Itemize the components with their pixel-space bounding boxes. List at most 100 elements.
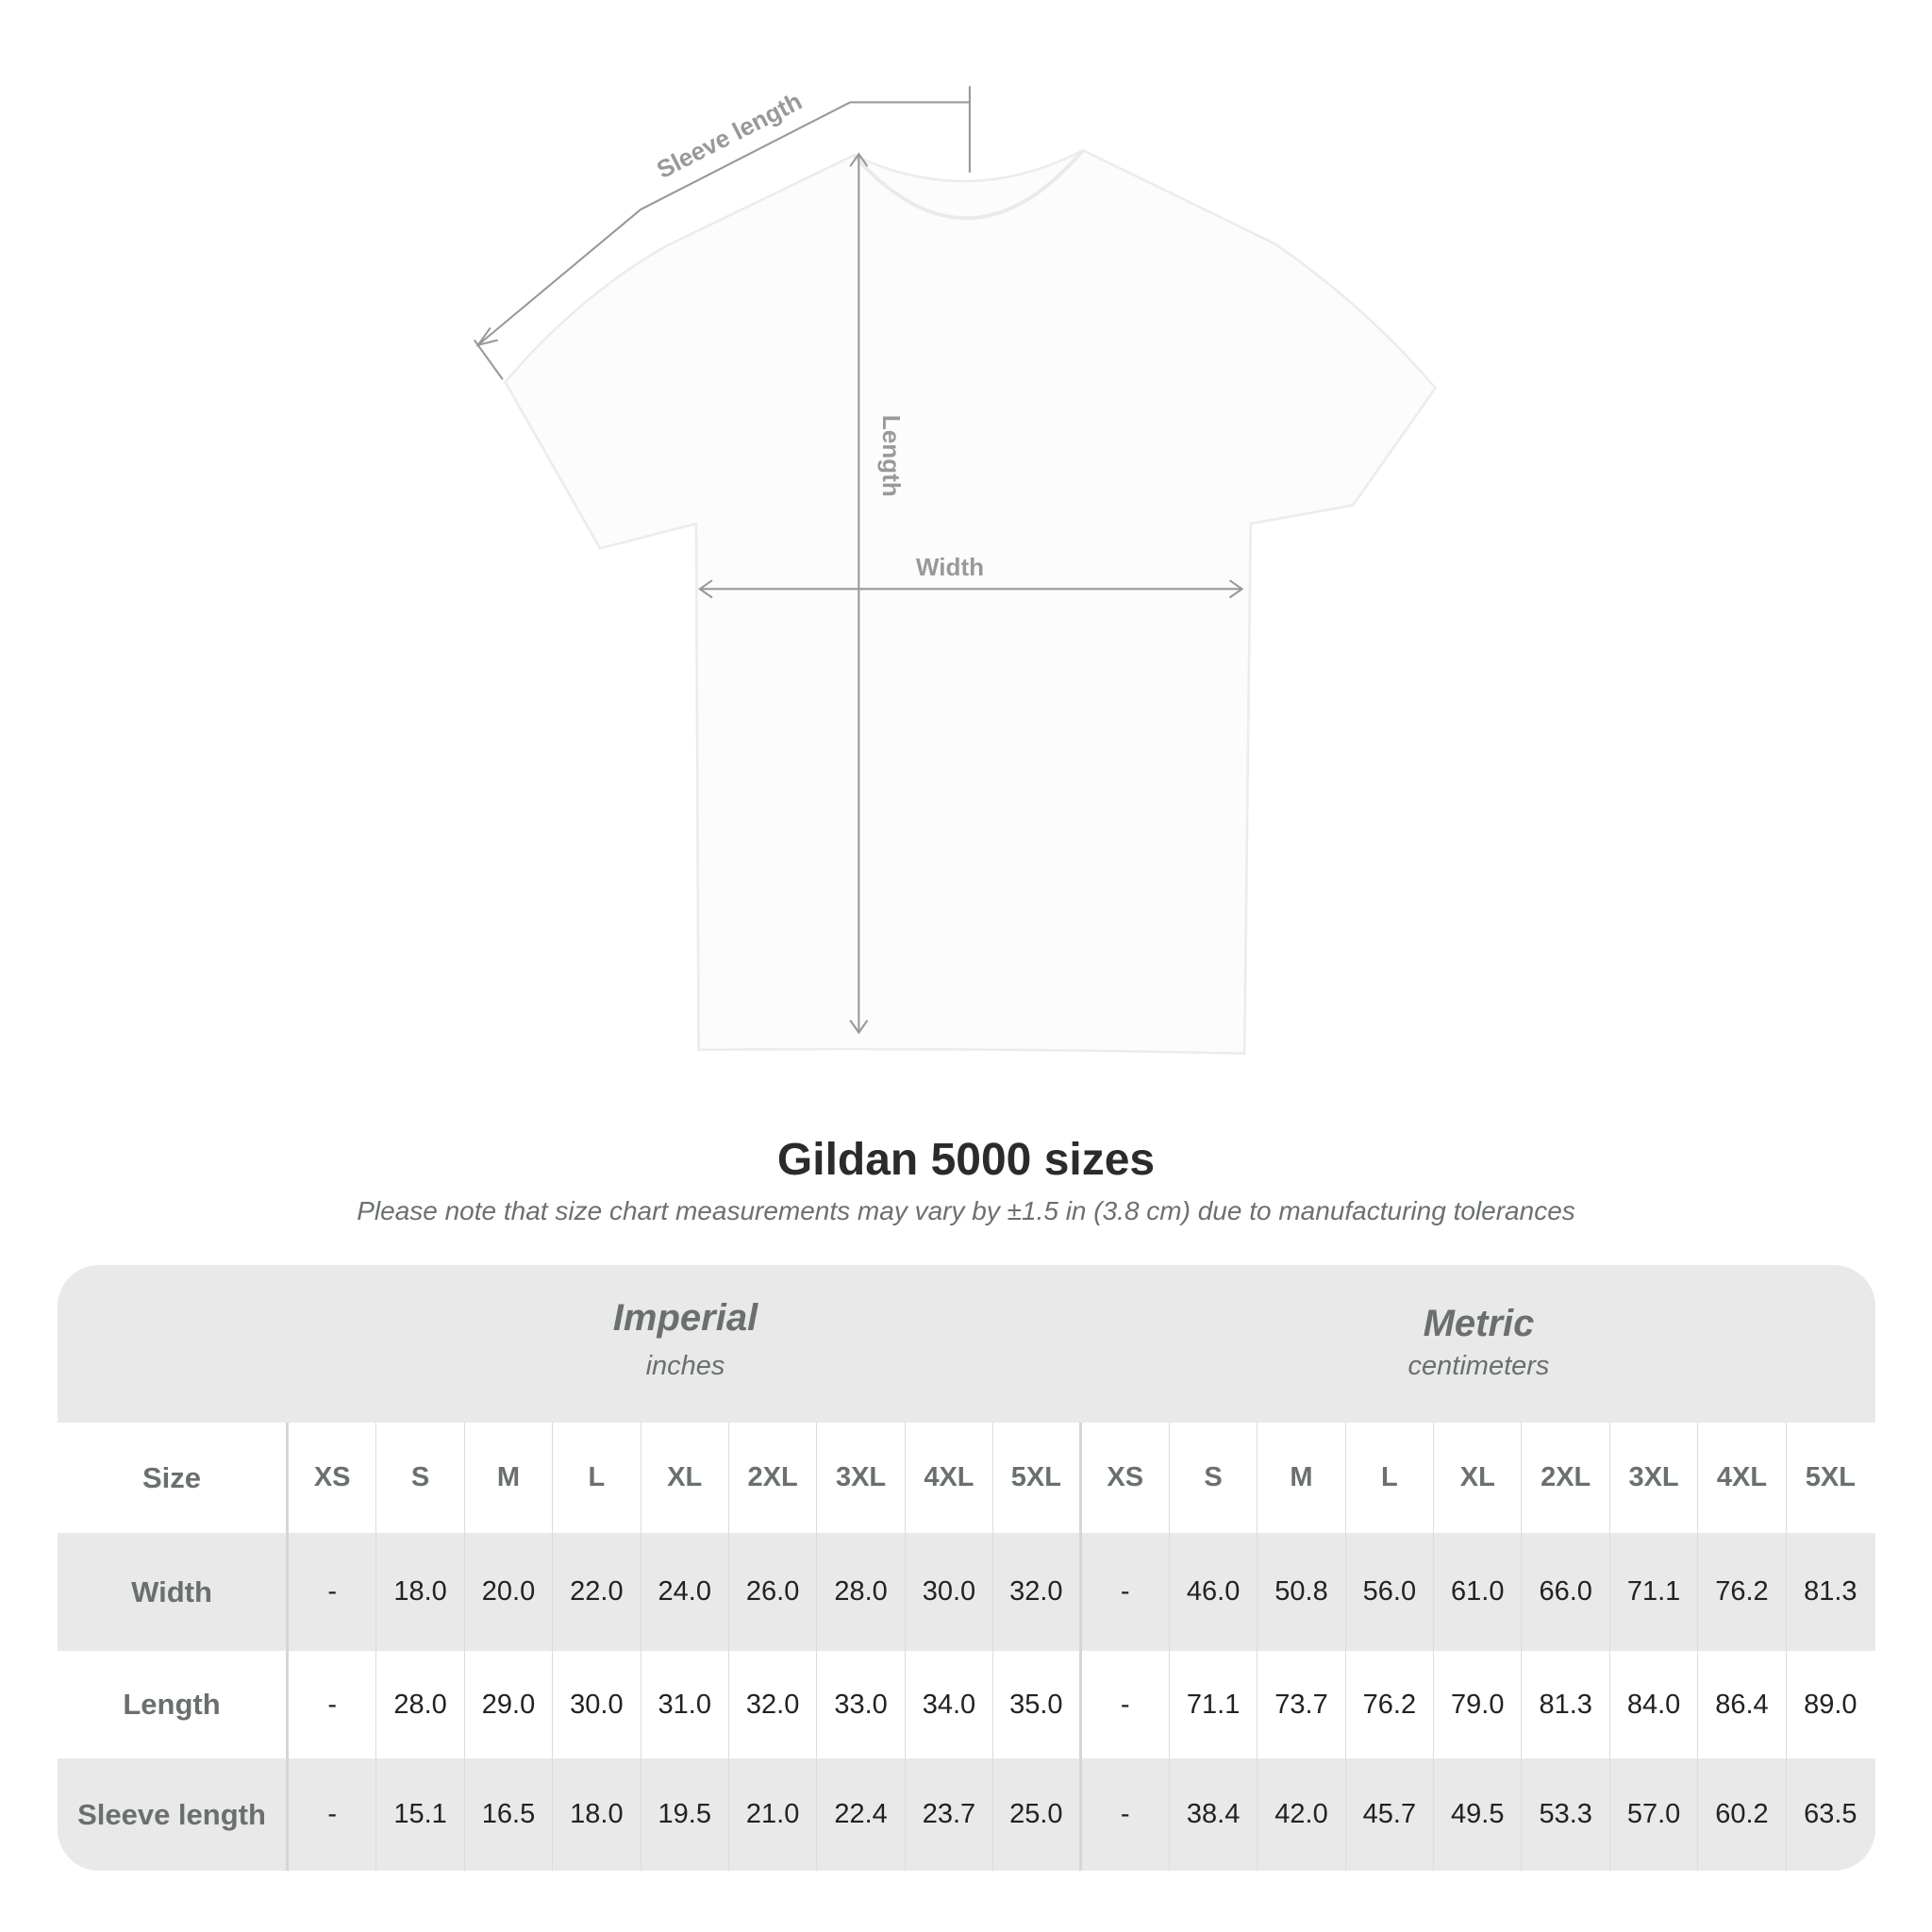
value-cell: 53.3: [1522, 1758, 1610, 1871]
value-cell: 24.0: [641, 1533, 729, 1651]
value-cell: 79.0: [1434, 1651, 1523, 1758]
value-cell: 30.0: [906, 1533, 994, 1651]
row-label: Sleeve length: [58, 1758, 289, 1871]
sleeve-length-arrow: [477, 101, 970, 346]
value-cell: 71.1: [1170, 1651, 1258, 1758]
size-header-cell: 5XL: [1805, 1462, 1856, 1492]
size-header-cell: 4XL: [1698, 1423, 1787, 1533]
value-cell: -: [1082, 1533, 1170, 1651]
size-table: Imperial inches Metric centimeters Size X…: [58, 1265, 1875, 1871]
length-arrowhead-top: [849, 152, 869, 167]
row-label: Length: [58, 1651, 289, 1758]
width-arrowhead-left: [698, 579, 713, 599]
value-cell: 81.3: [1804, 1576, 1857, 1607]
table-row: Length -28.0 29.0 30.0 31.0 32.0 33.0 34.0 35.0-…: [58, 1651, 1875, 1758]
value-cell: 28.0: [376, 1651, 465, 1758]
value-cell: 21.0: [729, 1758, 818, 1871]
value-cell: 28.0: [817, 1533, 906, 1651]
value-cell: 49.5: [1434, 1758, 1523, 1871]
value-cell: -: [1082, 1758, 1170, 1871]
length-label: Length: [877, 415, 906, 497]
value-cell: 46.0: [1170, 1533, 1258, 1651]
length-arrowhead-bottom: [849, 1019, 869, 1035]
row-label: Width: [58, 1533, 289, 1651]
size-header-cell: XS: [1082, 1423, 1170, 1533]
page-title: Gildan 5000 sizes: [776, 1135, 1156, 1185]
table-row: Sleeve length -15.1 16.5 18.0 19.5 21.0 22.4 23…: [58, 1758, 1875, 1871]
value-cell: 31.0: [641, 1651, 729, 1758]
size-header-cell: 3XL: [1610, 1423, 1699, 1533]
sleeve-length-label: Sleeve length: [652, 87, 807, 184]
value-cell: 32.0: [993, 1533, 1082, 1651]
sleeve-start-tick: [474, 339, 504, 380]
value-cell: 86.4: [1698, 1651, 1787, 1758]
value-cell: 73.7: [1257, 1651, 1346, 1758]
width-label: Width: [916, 553, 984, 581]
imperial-label: Imperial: [612, 1297, 758, 1339]
value-cell: 81.3: [1522, 1651, 1610, 1758]
value-cell: 57.0: [1610, 1758, 1699, 1871]
tolerance-note: Please note that size chart measurements…: [357, 1196, 1575, 1225]
value-cell: 76.2: [1698, 1533, 1787, 1651]
size-header-cell: 3XL: [817, 1423, 906, 1533]
value-cell: 23.7: [906, 1758, 994, 1871]
value-cell: 56.0: [1346, 1533, 1435, 1651]
value-cell: 18.0: [553, 1758, 641, 1871]
tshirt-shape: [503, 148, 1438, 1056]
imperial-header: Imperial inches: [289, 1265, 1082, 1423]
size-header-cell: M: [465, 1423, 554, 1533]
value-cell: 33.0: [817, 1651, 906, 1758]
row-label: Size: [58, 1423, 289, 1533]
value-cell: 26.0: [729, 1533, 818, 1651]
value-cell: 20.0: [465, 1533, 554, 1651]
value-cell: 15.1: [376, 1758, 465, 1871]
sleeve-arrowhead: [475, 326, 498, 347]
value-cell: -: [289, 1533, 377, 1651]
value-cell: -: [289, 1758, 377, 1871]
size-header-cell: 5XL: [993, 1423, 1082, 1533]
value-cell: 45.7: [1346, 1758, 1435, 1871]
width-arrowhead-right: [1228, 579, 1244, 599]
value-cell: 63.5: [1804, 1799, 1857, 1829]
value-cell: 30.0: [553, 1651, 641, 1758]
value-cell: 66.0: [1522, 1533, 1610, 1651]
value-cell: 22.4: [817, 1758, 906, 1871]
value-cell: 60.2: [1698, 1758, 1787, 1871]
neckline: [852, 149, 1085, 221]
value-cell: 18.0: [376, 1533, 465, 1651]
imperial-unit: inches: [645, 1351, 725, 1381]
size-header-cell: M: [1257, 1423, 1346, 1533]
value-cell: -: [1082, 1651, 1170, 1758]
size-header-cell: L: [1346, 1423, 1435, 1533]
value-cell: 89.0: [1804, 1689, 1857, 1720]
size-header-cell: XL: [641, 1423, 729, 1533]
value-cell: 84.0: [1610, 1651, 1699, 1758]
value-cell: 34.0: [906, 1651, 994, 1758]
value-cell: 71.1: [1610, 1533, 1699, 1651]
value-cell: 19.5: [641, 1758, 729, 1871]
size-header-row: Size XS S M L XL 2XL 3XL 4XL 5XL XS S M L XL 2XL 3XL 4XL 5…: [58, 1423, 1875, 1533]
metric-label: Metric: [1423, 1303, 1535, 1344]
size-header-cell: S: [376, 1423, 465, 1533]
value-cell: 35.0: [993, 1651, 1082, 1758]
size-header-cell: XS: [289, 1423, 377, 1533]
value-cell: 29.0: [465, 1651, 554, 1758]
value-cell: 38.4: [1170, 1758, 1258, 1871]
value-cell: 76.2: [1346, 1651, 1435, 1758]
value-cell: 42.0: [1257, 1758, 1346, 1871]
value-cell: 22.0: [553, 1533, 641, 1651]
size-header-cell: 2XL: [1522, 1423, 1610, 1533]
table-row: Width -18.0 20.0 22.0 24.0 26.0 28.0 30.0 32.0-4…: [58, 1533, 1875, 1651]
value-cell: 50.8: [1257, 1533, 1346, 1651]
value-cell: 61.0: [1434, 1533, 1523, 1651]
value-cell: 16.5: [465, 1758, 554, 1871]
value-cell: 25.0: [993, 1758, 1082, 1871]
size-header-cell: 2XL: [729, 1423, 818, 1533]
size-header-cell: L: [553, 1423, 641, 1533]
size-header-cell: 4XL: [906, 1423, 994, 1533]
size-header-cell: S: [1170, 1423, 1258, 1533]
metric-unit: centimeters: [1407, 1351, 1550, 1381]
value-cell: 32.0: [729, 1651, 818, 1758]
size-header-cell: XL: [1434, 1423, 1523, 1533]
